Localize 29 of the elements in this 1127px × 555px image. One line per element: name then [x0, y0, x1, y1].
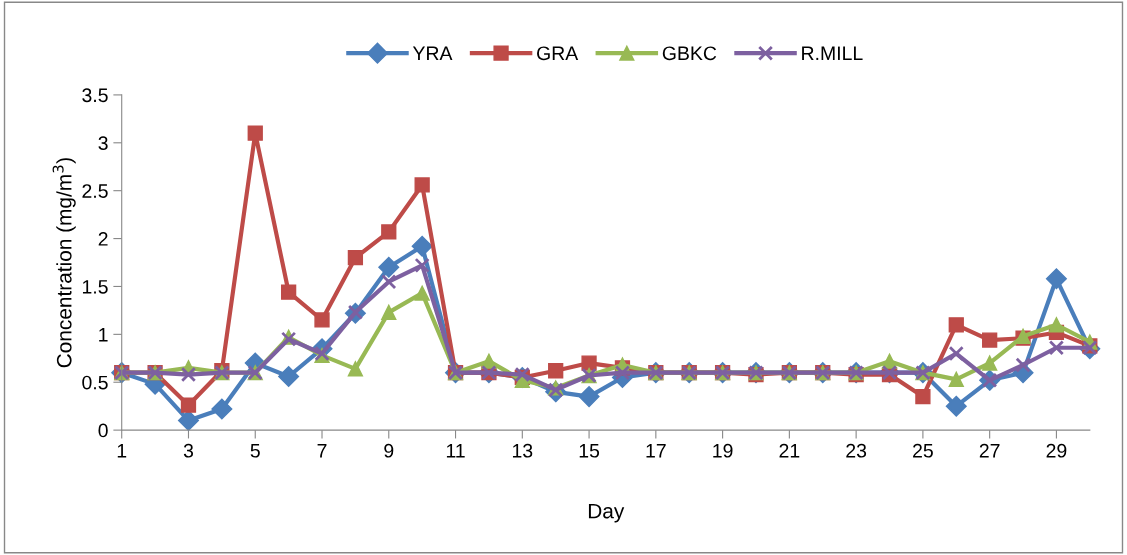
y-tick-label: 3	[98, 136, 108, 151]
legend-label: GBKC	[662, 46, 717, 61]
legend-label: YRA	[412, 46, 453, 60]
x-tick-label: 23	[846, 443, 867, 458]
x-tick-label: 1	[117, 444, 127, 458]
x-tick-label: 13	[512, 443, 533, 458]
y-tick-label: 1	[99, 328, 108, 342]
legend-label: R.MILL	[802, 46, 863, 60]
y-tick-label: 1.5	[82, 280, 108, 294]
y-tick-label: 2.5	[82, 184, 108, 198]
x-tick-label: 3	[183, 443, 194, 458]
y-tick-label: 2	[98, 232, 108, 246]
x-tick-label: 25	[913, 443, 933, 458]
x-tick-label: 17	[646, 444, 666, 458]
x-tick-label: 11	[446, 444, 465, 458]
y-tick-label: 3.5	[82, 88, 108, 103]
y-tick-label: 0.5	[82, 375, 108, 390]
y-axis-title: Concentration (mg/m$^{3}$)	[52, 158, 76, 368]
x-tick-label: 15	[579, 444, 600, 458]
x-tick-label: 5	[250, 444, 260, 458]
legend-label: GRA	[537, 46, 579, 61]
x-tick-label: 27	[979, 443, 1000, 458]
x-tick-label: 9	[384, 443, 394, 458]
x-axis-title: Day	[588, 503, 625, 523]
x-tick-label: 29	[1046, 443, 1067, 458]
x-tick-label: 21	[779, 443, 800, 458]
x-tick-label: 19	[713, 443, 733, 458]
x-tick-label: 7	[317, 444, 327, 458]
y-tick-label: 0	[98, 423, 108, 438]
